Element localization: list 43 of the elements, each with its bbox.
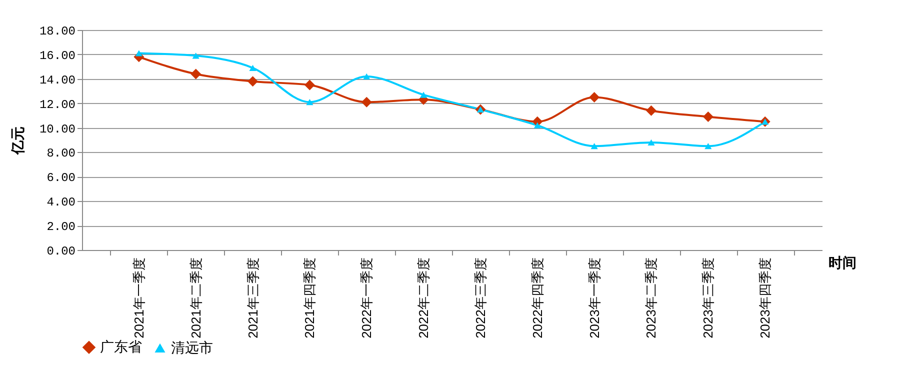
point [646,105,656,116]
y-tick-label: 6.00 [46,171,76,186]
x-tick-label: 2023年三季度 [700,258,716,338]
x-tick-label: 2021年二季度 [188,258,204,338]
x-tick-label: 2023年一季度 [586,258,602,338]
point [648,139,655,146]
x-tick-label: 2021年一季度 [131,258,146,338]
legend-label: 广东省 [100,338,142,354]
y-tick-label: 18.00 [39,24,76,38]
y-tick-label: 2.00 [46,220,76,234]
point [420,92,428,98]
point [704,143,712,150]
x-tick-label: 2021年四季度 [302,258,318,338]
point [248,76,258,87]
x-axis-title: 时间 [828,254,856,270]
point [589,92,600,102]
x-tick-label: 2021年三季度 [245,258,260,338]
y-axis-title: 亿元 [9,126,26,156]
point [702,112,714,122]
point [363,73,370,80]
y-tick-label: 8.00 [46,146,76,161]
x-tick-label: 2022年三季度 [472,258,488,338]
point [135,50,142,56]
point [534,122,541,128]
point [304,80,315,90]
point [249,64,256,71]
point [361,96,372,108]
point [590,143,598,150]
y-tick-label: 16.00 [39,48,76,63]
y-tick-label: 0.00 [46,244,76,258]
point [192,52,200,59]
point [190,68,202,80]
x-tick-label: 2023年二季度 [644,258,659,338]
y-tick-label: 4.00 [46,196,76,210]
x-tick-label: 2022年二季度 [416,258,432,338]
y-tick-label: 10.00 [39,122,76,136]
point [306,99,314,106]
legend-label: 清远市 [171,339,213,356]
y-tick-label: 12.00 [39,98,76,112]
y-tick-label: 14.00 [39,73,76,88]
x-tick-label: 2022年四季度 [530,258,545,338]
x-tick-label: 2023年四季度 [758,258,773,338]
x-tick-label: 2022年一季度 [359,258,374,338]
